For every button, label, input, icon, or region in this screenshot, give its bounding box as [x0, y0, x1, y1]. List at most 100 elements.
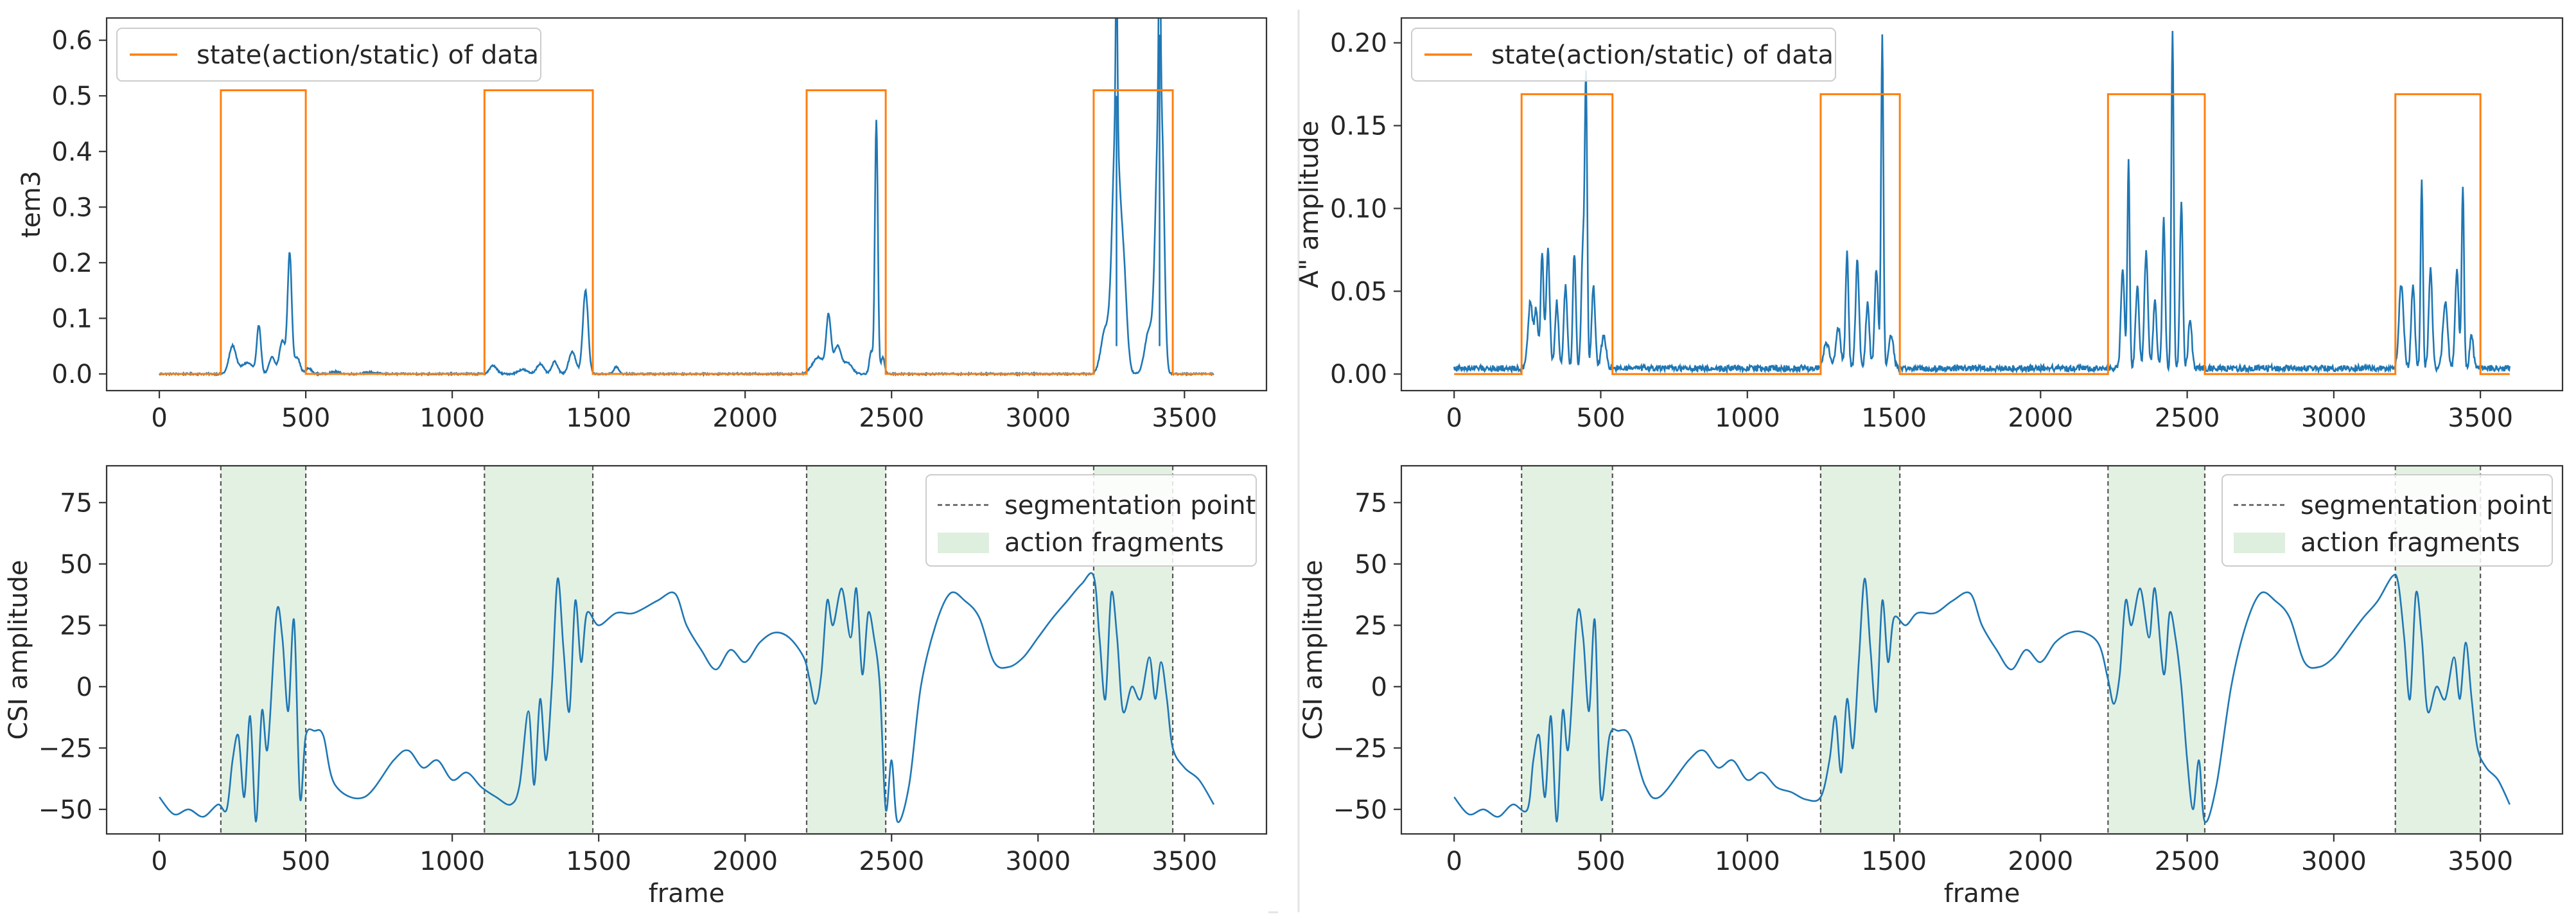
x-tick-label: 2000: [2008, 847, 2073, 876]
legend-fragments-swatch: [2234, 533, 2285, 553]
csi-amplitude-line: [1453, 574, 2510, 824]
x-tick-label: 3500: [2448, 403, 2513, 433]
y-tick-label: 0.10: [1330, 194, 1387, 224]
y-tick-label: 50: [1354, 550, 1387, 579]
legend-box: [116, 28, 541, 82]
axes-frame: [105, 17, 1268, 392]
legend-fragments-label: action fragments: [1004, 528, 1224, 558]
x-tick-label: 1000: [1715, 403, 1780, 433]
x-tick-label: 500: [281, 403, 330, 433]
y-tick-label: −50: [39, 795, 92, 825]
y-tick-label: −25: [39, 734, 92, 763]
x-tick-label: 2000: [2008, 403, 2073, 433]
legend-box: [2221, 474, 2553, 567]
chart-top-left: 0 500 1000 1500 2000 2500 3000 3500 0.0 0.1 0.2 0.3…: [17, 17, 1268, 433]
x-tick-label: 3000: [1005, 847, 1071, 876]
axes-frame: [1400, 464, 2564, 835]
x-tick-label: 500: [1576, 403, 1625, 433]
x-tick-label: 0: [151, 847, 167, 876]
legend-box: [1411, 28, 1836, 82]
legend-fragments-swatch: [938, 533, 989, 553]
y-tick-label: 0: [1371, 673, 1387, 702]
action-fragment: [1521, 466, 1613, 834]
x-tick-label: 2500: [859, 403, 924, 433]
x-tick-label: 1500: [1861, 403, 1927, 433]
y-tick-label: 0.1: [51, 304, 92, 333]
y-tick-label: 50: [60, 550, 92, 579]
state-line: [159, 89, 1214, 375]
action-fragment: [806, 466, 886, 834]
legend: state(action/static) of data: [1411, 28, 1836, 82]
y-axis-label: tem3: [17, 171, 46, 238]
y-tick-label: −25: [1333, 734, 1387, 763]
x-tick-label: 2000: [712, 403, 778, 433]
x-tick-label: 2500: [859, 847, 924, 876]
legend-fragments-label: action fragments: [2300, 528, 2520, 558]
y-tick-label: 25: [60, 611, 92, 641]
legend-state-label: state(action/static) of data: [197, 40, 539, 70]
x-tick-label: 2500: [2155, 403, 2220, 433]
legend-segmentation-label: segmentation point: [2300, 491, 2552, 520]
y-tick-label: 0.15: [1330, 112, 1387, 141]
x-tick-label: 0: [1446, 403, 1462, 433]
y-tick-label: 0.2: [51, 249, 92, 278]
y-tick-label: −50: [1333, 795, 1387, 825]
y-tick-label: 0.05: [1330, 277, 1387, 306]
axes-frame: [1400, 17, 2564, 392]
legend: segmentation point action fragments: [2221, 474, 2553, 567]
legend-segmentation-label: segmentation point: [1004, 491, 1256, 520]
x-axis-label: frame: [1944, 879, 2020, 908]
action-fragment: [220, 466, 306, 834]
y-tick-label: 75: [1354, 488, 1387, 518]
y-tick-label: 25: [1354, 611, 1387, 641]
y-tick-label: 0.5: [51, 82, 92, 111]
chart-bottom-right: 0 500 1000 1500 2000 2500 3000 3500 −50 −25 0 25 50 7…: [1299, 464, 2564, 908]
x-tick-label: 0: [1446, 847, 1462, 876]
x-tick-label: 500: [281, 847, 330, 876]
y-axis-label: CSI amplitude: [4, 560, 33, 740]
legend: state(action/static) of data: [116, 28, 541, 82]
x-axis-label: frame: [649, 879, 725, 908]
x-tick-label: 1000: [419, 403, 485, 433]
plot-area: [1453, 31, 2511, 375]
chart-bottom-left: 0 500 1000 1500 2000 2500 3000 3500 −50 −25 0 25 50 7…: [4, 464, 1268, 908]
x-tick-label: 3000: [1005, 403, 1071, 433]
x-tick-label: 3000: [2301, 403, 2367, 433]
state-line: [1454, 93, 2510, 375]
y-tick-label: 0.4: [51, 137, 92, 167]
y-axis-label: CSI amplitude: [1299, 560, 1328, 740]
csi-amplitude-line: [159, 572, 1215, 824]
x-tick-label: 3500: [1152, 403, 1217, 433]
x-tick-label: 2500: [2155, 847, 2220, 876]
y-tick-label: 0.20: [1330, 29, 1387, 58]
chart-top-right: 0 500 1000 1500 2000 2500 3000 3500 0.00 0.05 0.10…: [1295, 17, 2564, 433]
y-tick-label: 75: [60, 488, 92, 518]
action-fragment: [484, 466, 593, 834]
x-tick-label: 3000: [2301, 847, 2367, 876]
x-tick-label: 1500: [566, 403, 631, 433]
legend-state-label: state(action/static) of data: [1491, 40, 1834, 70]
y-tick-label: 0.00: [1330, 360, 1387, 389]
legend: segmentation point action fragments: [925, 474, 1257, 567]
x-tick-label: 2000: [712, 847, 778, 876]
plot-area: [159, 466, 1215, 834]
x-tick-label: 1500: [1861, 847, 1927, 876]
y-tick-label: 0: [76, 673, 92, 702]
x-tick-label: 500: [1576, 847, 1625, 876]
signal-line: [1453, 31, 2511, 375]
plot-area: [159, 18, 1214, 377]
x-tick-label: 0: [151, 403, 167, 433]
action-fragment: [2108, 466, 2205, 834]
y-tick-label: 0.3: [51, 193, 92, 222]
y-axis-label: A" amplitude: [1295, 121, 1324, 288]
y-tick-label: 0.6: [51, 26, 92, 56]
legend-box: [925, 474, 1257, 567]
x-tick-label: 3500: [2448, 847, 2513, 876]
x-tick-label: 1500: [566, 847, 631, 876]
x-tick-label: 3500: [1152, 847, 1217, 876]
y-tick-label: 0.0: [51, 360, 92, 389]
x-tick-label: 1000: [1715, 847, 1780, 876]
x-tick-label: 1000: [419, 847, 485, 876]
axes-frame: [105, 464, 1268, 835]
